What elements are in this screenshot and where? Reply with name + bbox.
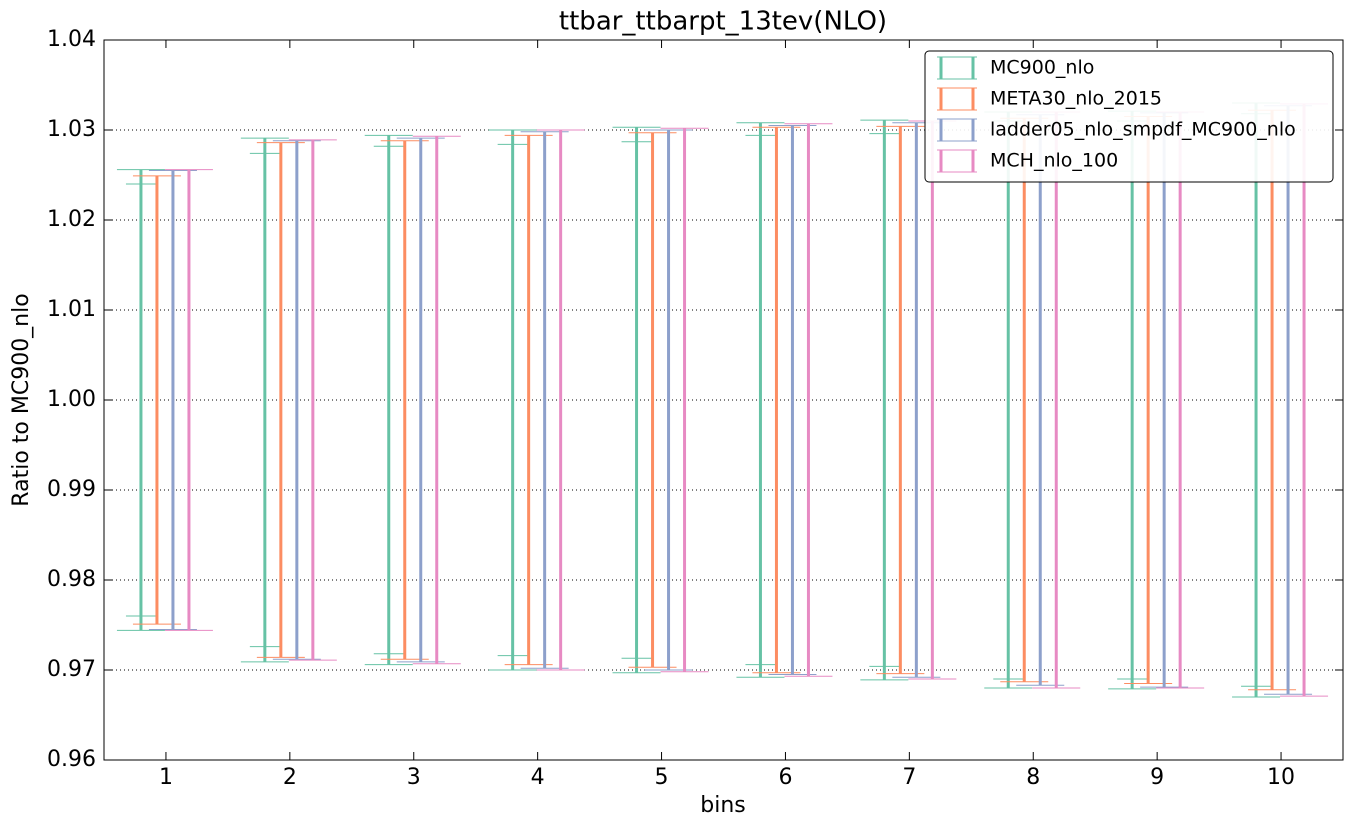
x-axis-label: bins bbox=[700, 793, 745, 818]
y-tick-label: 1.02 bbox=[47, 207, 96, 232]
legend-label: MCH_nlo_100 bbox=[990, 150, 1118, 172]
y-tick-label: 0.99 bbox=[47, 477, 96, 502]
chart-title: ttbar_ttbarpt_13tev(NLO) bbox=[559, 7, 887, 37]
x-tick-label: 6 bbox=[778, 765, 792, 790]
x-tick-label: 7 bbox=[902, 765, 916, 790]
y-tick-label: 0.97 bbox=[47, 657, 96, 682]
legend-box bbox=[924, 50, 1334, 183]
y-tick-label: 0.96 bbox=[47, 747, 96, 772]
legend-label: ladder05_nlo_smpdf_MC900_nlo bbox=[990, 119, 1296, 141]
y-tick-label: 1.04 bbox=[47, 27, 96, 52]
y-tick-label: 0.98 bbox=[47, 567, 96, 592]
y-tick-label: 1.01 bbox=[47, 297, 96, 322]
x-tick-label: 1 bbox=[159, 765, 173, 790]
y-tick-label: 1.03 bbox=[47, 117, 96, 142]
x-tick-label: 4 bbox=[531, 765, 545, 790]
x-tick-label: 5 bbox=[655, 765, 669, 790]
legend-label: MC900_nlo bbox=[990, 57, 1094, 79]
legend-label: META30_nlo_2015 bbox=[990, 88, 1162, 110]
plot-frame bbox=[103, 39, 1344, 761]
x-tick-label: 3 bbox=[407, 765, 421, 790]
x-tick-label: 8 bbox=[1026, 765, 1040, 790]
y-tick-label: 1.00 bbox=[47, 387, 96, 412]
x-tick-label: 10 bbox=[1267, 765, 1295, 790]
x-tick-label: 9 bbox=[1150, 765, 1164, 790]
x-tick-label: 2 bbox=[283, 765, 297, 790]
y-axis-label: Ratio to MC900_nlo bbox=[9, 293, 34, 506]
